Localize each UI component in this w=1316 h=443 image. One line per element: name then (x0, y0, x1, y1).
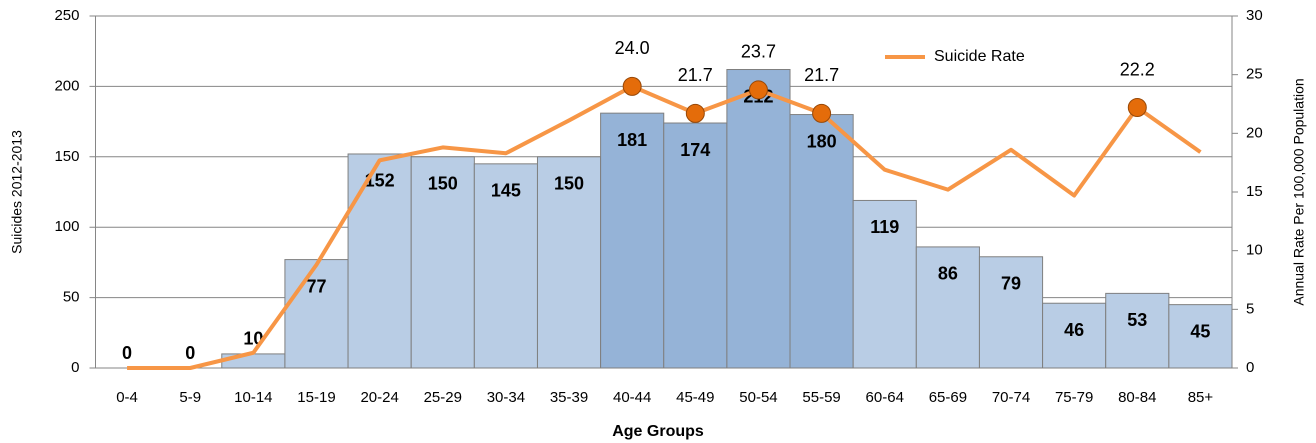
x-tick-label: 75-79 (1055, 389, 1093, 406)
bar (726, 69, 791, 369)
line-marker (1127, 98, 1147, 118)
bar (1168, 304, 1233, 369)
bar-value-label: 86 (938, 264, 958, 284)
bar-value-label: 145 (491, 181, 521, 201)
line-value-label: 24.0 (615, 38, 650, 58)
x-tick-label: 70-74 (992, 389, 1030, 406)
y-tick-label: 0 (71, 359, 79, 376)
x-tick-label: 60-64 (866, 389, 904, 406)
x-tick-label: 35-39 (550, 389, 588, 406)
x-tick-label: 30-34 (487, 389, 525, 406)
line-value-label: 23.7 (741, 42, 776, 62)
line-marker (622, 76, 642, 96)
line-marker (748, 80, 768, 100)
bar-value-label: 181 (617, 130, 647, 150)
line-value-label: 22.2 (1120, 59, 1155, 79)
y-tick-label: 100 (54, 218, 79, 235)
bar (536, 156, 602, 369)
legend-label: Suicide Rate (934, 48, 1025, 65)
y2-tick-label: 15 (1246, 183, 1263, 200)
y2-tick-label: 25 (1246, 66, 1263, 83)
x-tick-label: 25-29 (424, 389, 462, 406)
bar (852, 199, 917, 369)
bar (663, 122, 728, 369)
x-tick-label: 15-19 (297, 389, 335, 406)
line-value-label: 21.7 (804, 65, 839, 85)
y2-tick-label: 30 (1246, 7, 1263, 24)
y2-tick-label: 10 (1246, 242, 1263, 259)
bar-value-label: 46 (1064, 320, 1084, 340)
y2-tick-label: 0 (1246, 359, 1254, 376)
line-value-label: 21.7 (678, 65, 713, 85)
bar (600, 112, 665, 369)
y2-tick-label: 20 (1246, 124, 1263, 141)
y-tick-label: 250 (54, 7, 79, 24)
line-marker (685, 103, 705, 123)
y-tick-label: 200 (54, 77, 79, 94)
x-tick-label: 85+ (1188, 389, 1214, 406)
y2-axis-title: Annual Rate Per 100,000 Population (1291, 78, 1307, 305)
x-tick-label: 65-69 (929, 389, 967, 406)
x-axis-title: Age Groups (612, 423, 704, 440)
y2-tick-label: 5 (1246, 300, 1254, 317)
y-tick-label: 50 (63, 289, 80, 306)
x-tick-label: 45-49 (676, 389, 714, 406)
x-tick-label: 80-84 (1118, 389, 1156, 406)
bar (1042, 302, 1107, 369)
y-axis-title: Suicides 2012-2013 (9, 130, 25, 254)
bar-value-label: 77 (306, 276, 326, 296)
bar-value-label: 174 (680, 140, 710, 160)
bar-value-label: 119 (870, 217, 899, 237)
line (127, 84, 1202, 370)
bar (789, 114, 854, 369)
x-tick-label: 20-24 (360, 389, 398, 406)
x-tick-label: 40-44 (613, 389, 651, 406)
bar-value-label: 53 (1127, 310, 1147, 330)
bar-value-label: 180 (807, 131, 837, 151)
bar (978, 256, 1044, 369)
x-tick-label: 10-14 (234, 389, 272, 406)
x-tick-label: 50-54 (739, 389, 777, 406)
bar-value-label: 79 (1001, 274, 1021, 294)
bar (1105, 292, 1170, 369)
bar-value-label: 45 (1190, 321, 1210, 341)
bar-value-label: 0 (122, 343, 132, 363)
bar (347, 153, 412, 369)
x-tick-label: 55-59 (802, 389, 840, 406)
x-tick-label: 0-4 (116, 389, 138, 406)
bar (284, 259, 349, 369)
bar-value-label: 150 (554, 174, 584, 194)
bar-value-label: 150 (428, 174, 458, 194)
y-tick-label: 150 (54, 148, 79, 165)
x-tick-label: 5-9 (179, 389, 201, 406)
line-marker (812, 103, 832, 123)
bar (915, 246, 980, 369)
bar-value-label: 0 (185, 343, 195, 363)
